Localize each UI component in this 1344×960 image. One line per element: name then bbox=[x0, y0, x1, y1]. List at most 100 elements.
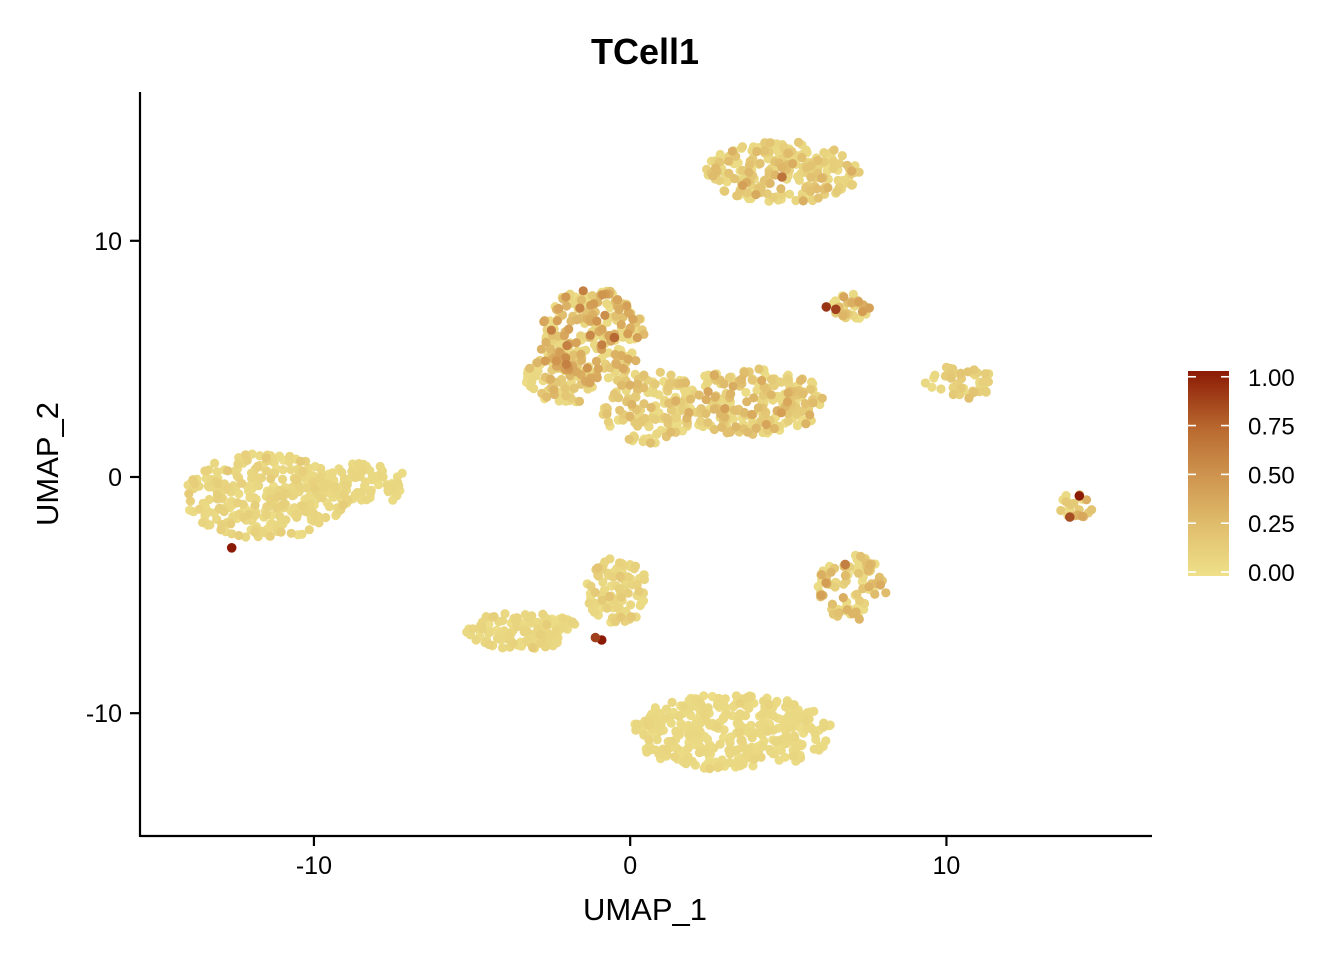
scatter-point bbox=[519, 627, 529, 637]
scatter-point bbox=[222, 484, 232, 494]
scatter-point bbox=[546, 325, 557, 335]
scatter-point bbox=[788, 700, 798, 710]
scatter-point bbox=[665, 378, 675, 388]
scatter-point bbox=[719, 379, 729, 389]
scatter-point bbox=[691, 729, 701, 739]
scatter-point bbox=[847, 166, 857, 176]
scatter-point bbox=[309, 509, 319, 519]
scatter-point bbox=[638, 436, 648, 447]
scatter-point bbox=[701, 409, 711, 419]
scatter-point bbox=[695, 416, 706, 426]
scatter-point bbox=[751, 190, 761, 200]
scatter-point bbox=[983, 377, 994, 387]
scatter-point bbox=[834, 608, 844, 618]
scatter-point bbox=[817, 570, 827, 580]
scatter-point bbox=[712, 721, 722, 732]
scatter-point bbox=[188, 475, 198, 485]
scatter-point bbox=[511, 616, 522, 626]
scatter-point bbox=[802, 708, 813, 718]
scatter-point bbox=[661, 704, 672, 714]
scatter-point bbox=[298, 466, 308, 477]
scatter-point bbox=[632, 719, 642, 729]
scatter-point bbox=[576, 295, 587, 305]
scatter-point bbox=[793, 711, 803, 721]
scatter-point bbox=[1081, 495, 1092, 505]
scatter-point bbox=[532, 358, 543, 368]
colorbar-label: 0.25 bbox=[1248, 511, 1295, 538]
scatter-point bbox=[551, 625, 562, 635]
scatter-point bbox=[744, 693, 754, 703]
scatter-point bbox=[286, 528, 296, 538]
scatter-point bbox=[261, 466, 271, 476]
y-tick-label: 0 bbox=[108, 464, 122, 492]
scatter-point bbox=[185, 496, 195, 506]
scatter-point bbox=[250, 527, 260, 538]
scatter-point bbox=[250, 500, 260, 510]
scatter-point bbox=[736, 736, 746, 746]
scatter-point bbox=[708, 171, 718, 181]
scatter-point bbox=[536, 638, 546, 648]
scatter-point bbox=[600, 310, 610, 320]
scatter-point bbox=[821, 736, 831, 746]
scatter-point bbox=[600, 557, 610, 567]
scatter-point bbox=[767, 375, 777, 385]
scatter-point bbox=[776, 745, 786, 756]
scatter-point bbox=[559, 331, 569, 341]
scatter-point bbox=[738, 180, 748, 190]
scatter-point bbox=[541, 337, 551, 347]
scatter-point bbox=[387, 482, 397, 492]
scatter-point bbox=[694, 748, 705, 758]
scatter-point bbox=[770, 736, 780, 747]
scatter-point bbox=[702, 378, 713, 388]
scatter-point bbox=[481, 612, 491, 622]
scatter-point bbox=[574, 396, 585, 406]
scatter-point bbox=[709, 404, 719, 414]
scatter-point bbox=[226, 519, 236, 529]
scatter-point bbox=[847, 180, 857, 190]
scatter-point bbox=[615, 571, 625, 582]
scatter-point bbox=[249, 493, 259, 503]
scatter-point bbox=[628, 314, 638, 324]
scatter-point bbox=[253, 461, 263, 471]
scatter-point bbox=[632, 333, 643, 343]
scatter-point bbox=[522, 636, 532, 647]
scatter-point bbox=[626, 612, 637, 622]
scatter-point bbox=[838, 311, 848, 321]
scatter-point bbox=[720, 404, 730, 414]
scatter-point bbox=[783, 416, 793, 426]
scatter-point bbox=[204, 494, 214, 505]
y-tick-label: 10 bbox=[94, 228, 122, 256]
scatter-point bbox=[358, 466, 368, 476]
scatter-point bbox=[261, 510, 271, 520]
scatter-point bbox=[920, 378, 931, 388]
scatter-point bbox=[816, 590, 826, 600]
scatter-point bbox=[612, 603, 623, 613]
scatter-point bbox=[695, 698, 706, 708]
scatter-point bbox=[714, 175, 725, 186]
scatter-point bbox=[330, 482, 340, 492]
scatter-point bbox=[720, 701, 730, 711]
scatter-point bbox=[201, 466, 212, 476]
scatter-point bbox=[881, 588, 891, 598]
scatter-point bbox=[618, 363, 628, 374]
scatter-point bbox=[324, 502, 335, 512]
scatter-point bbox=[625, 380, 635, 390]
scatter-point bbox=[768, 749, 778, 759]
scatter-point bbox=[766, 390, 776, 400]
scatter-point bbox=[644, 735, 654, 745]
scatter-point bbox=[783, 374, 793, 384]
scatter-point bbox=[677, 721, 687, 731]
scatter-point bbox=[717, 422, 727, 432]
scatter-point bbox=[531, 371, 541, 381]
scatter-point bbox=[796, 375, 806, 385]
scatter-point bbox=[684, 407, 694, 418]
scatter-point bbox=[666, 405, 677, 415]
scatter-point bbox=[724, 156, 734, 166]
scatter-point bbox=[728, 381, 738, 391]
x-axis-label: UMAP_1 bbox=[583, 892, 707, 927]
scatter-point bbox=[634, 586, 644, 596]
scatter-point bbox=[276, 527, 286, 537]
scatter-point bbox=[341, 480, 351, 490]
scatter-point bbox=[319, 483, 329, 493]
scatter-point bbox=[792, 421, 803, 431]
